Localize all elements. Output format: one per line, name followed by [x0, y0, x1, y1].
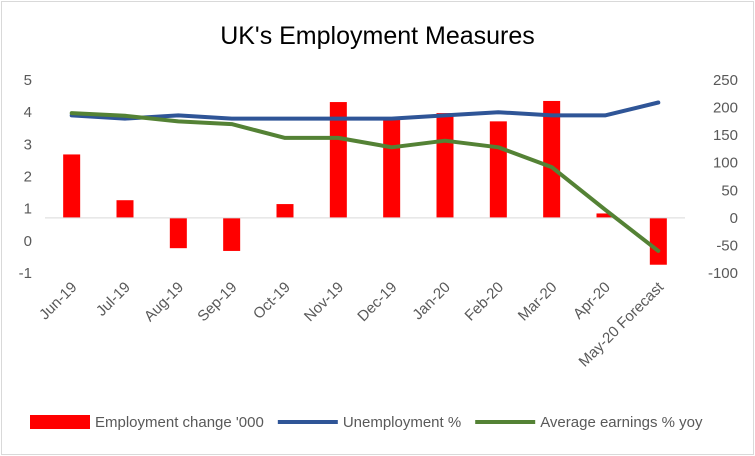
left-tick-label: 4	[24, 104, 32, 121]
left-tick-label: 1	[24, 201, 32, 218]
right-axis: -100 -50 0 50 100 150 200 250	[708, 72, 738, 282]
left-tick-label: 2	[24, 169, 32, 186]
bar-jan-20	[436, 113, 454, 218]
category-label: Aug-19	[141, 279, 187, 325]
category-label: Oct-19	[250, 279, 294, 323]
category-label: Jul-19	[93, 279, 134, 320]
bar-dec-19	[383, 118, 401, 218]
left-axis: -1 0 1 2 3 4 5	[19, 72, 32, 282]
line-series	[69, 100, 661, 253]
left-tick-label: 3	[24, 136, 32, 153]
legend: Employment change '000 Unemployment % Aver…	[30, 414, 703, 431]
category-label: Nov-19	[301, 279, 347, 325]
right-tick-label: 0	[730, 210, 738, 227]
right-tick-label: -50	[716, 237, 738, 254]
bar-jun-19	[63, 154, 81, 218]
category-label: Mar-20	[515, 279, 561, 325]
bar-feb-20	[489, 121, 507, 218]
legend-label: Unemployment %	[343, 414, 461, 431]
bar-apr-20	[596, 213, 614, 218]
chart-title: UK's Employment Measures	[220, 22, 535, 50]
right-tick-label: 150	[713, 127, 738, 144]
right-tick-label: 100	[713, 155, 738, 172]
category-label: Dec-19	[354, 279, 400, 325]
bar-sep-19	[223, 217, 241, 251]
category-label: Jun-19	[36, 279, 80, 323]
bar-jul-19	[116, 200, 134, 218]
category-label: Feb-20	[462, 279, 508, 325]
category-label: Jan-20	[409, 279, 453, 323]
legend-swatch-bar	[30, 415, 90, 429]
category-label: Apr-20	[570, 279, 614, 323]
bar-may-20-forecast	[649, 217, 667, 265]
legend-label: Average earnings % yoy	[540, 414, 703, 431]
legend-label: Employment change '000	[95, 414, 264, 431]
bar-mar-20	[543, 100, 561, 218]
line-average-earnings-yoy	[69, 111, 661, 253]
bar-nov-19	[329, 102, 347, 218]
right-tick-label: 250	[713, 72, 738, 89]
bar-series	[63, 100, 667, 265]
right-tick-label: 50	[721, 182, 738, 199]
right-tick-label: -100	[708, 265, 738, 282]
category-label: Sep-19	[194, 279, 240, 325]
line-unemployment	[69, 100, 661, 121]
category-axis-labels: Jun-19 Jul-19 Aug-19 Sep-19 Oct-19 Nov-19 Dec-…	[36, 278, 668, 370]
right-tick-label: 200	[713, 100, 738, 117]
bar-oct-19	[276, 204, 294, 218]
left-tick-label: 0	[24, 233, 32, 250]
left-tick-label: -1	[19, 265, 32, 282]
bar-aug-19	[169, 217, 187, 249]
left-tick-label: 5	[24, 72, 32, 89]
